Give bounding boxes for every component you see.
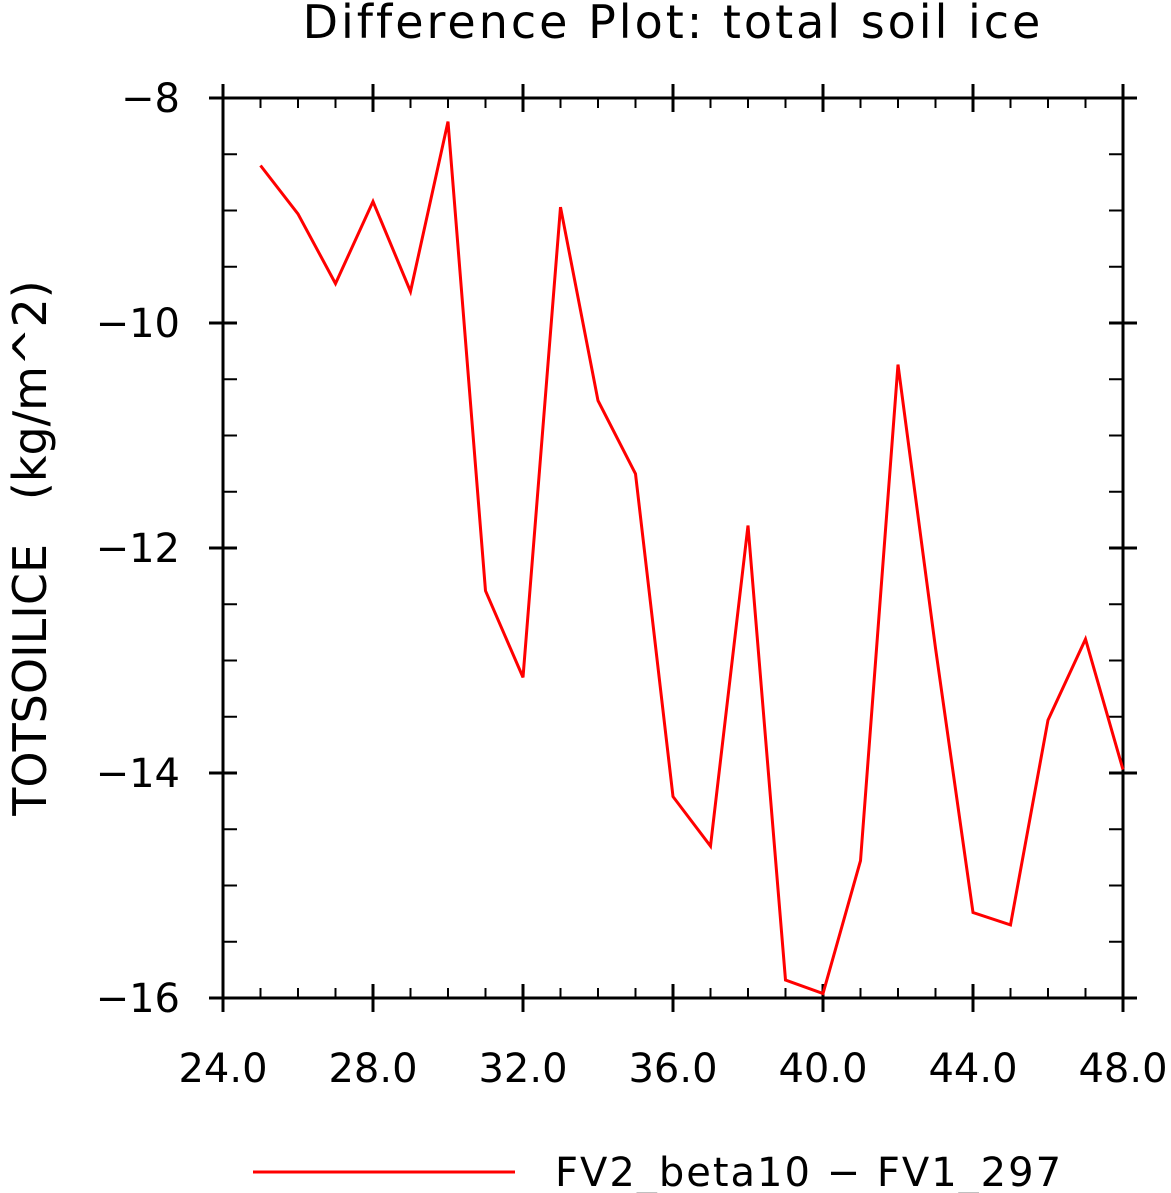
x-tick-label: 48.0 [1078, 1046, 1167, 1092]
legend: FV2_beta10 − FV1_297 [253, 1150, 1063, 1193]
x-tick-label: 24.0 [178, 1046, 267, 1092]
chart-title: Difference Plot: total soil ice [303, 0, 1044, 49]
y-tick-label: −10 [96, 301, 180, 347]
legend-label: FV2_beta10 − FV1_297 [555, 1150, 1063, 1193]
x-tick-label: 40.0 [778, 1046, 867, 1092]
y-tick-label: −12 [96, 526, 180, 572]
y-tick-label: −16 [96, 976, 180, 1022]
x-tick-label: 44.0 [928, 1046, 1017, 1092]
y-tick-label: −8 [121, 76, 180, 122]
y-axis-label: TOTSOILICE (kg/m^2) [3, 280, 57, 816]
series-line [259, 121, 1125, 996]
x-tick-label: 36.0 [628, 1046, 717, 1092]
y-tick-label: −14 [96, 751, 180, 797]
x-tick-label: 28.0 [328, 1046, 417, 1092]
x-tick-label: 32.0 [478, 1046, 567, 1092]
